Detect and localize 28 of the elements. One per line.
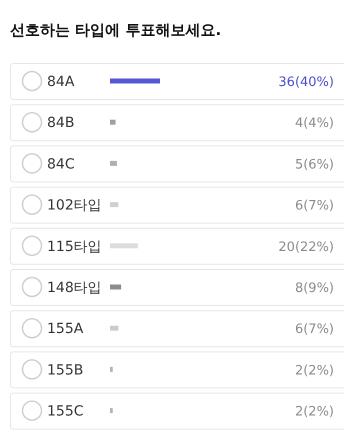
- data-label: 2(2%): [294, 404, 334, 420]
- y-tick-label: 84B: [47, 115, 74, 132]
- bar: [110, 408, 113, 414]
- y-tick-label: 115타입: [47, 238, 102, 255]
- data-label: 2(2%): [294, 363, 334, 378]
- y-tick-label: 148타입: [47, 280, 102, 296]
- bar: [110, 366, 113, 372]
- data-label: 8(9%): [294, 281, 334, 296]
- bar: [110, 284, 122, 290]
- data-label: 6(7%): [294, 198, 334, 214]
- y-tick-label: 84C: [47, 156, 75, 172]
- bar: [110, 120, 116, 125]
- chart-title: 선호하는 타입에 투표해보세요.: [10, 21, 222, 39]
- bar: [110, 326, 118, 331]
- data-label: 5(6%): [294, 157, 334, 172]
- y-tick-label: 84A: [47, 74, 75, 90]
- bar: [110, 78, 160, 84]
- bar: [110, 202, 118, 208]
- y-tick-label: 102타입: [47, 198, 102, 214]
- data-label: 36(40%): [278, 75, 334, 90]
- bar: [110, 243, 138, 248]
- y-tick-label: 155B: [47, 362, 84, 378]
- y-tick-label: 155A: [47, 321, 84, 338]
- y-tick-label: 155C: [47, 404, 84, 420]
- data-label: 6(7%): [294, 322, 334, 338]
- data-label: 20(22%): [278, 240, 334, 255]
- data-label: 4(4%): [294, 116, 334, 132]
- bar: [110, 160, 117, 166]
